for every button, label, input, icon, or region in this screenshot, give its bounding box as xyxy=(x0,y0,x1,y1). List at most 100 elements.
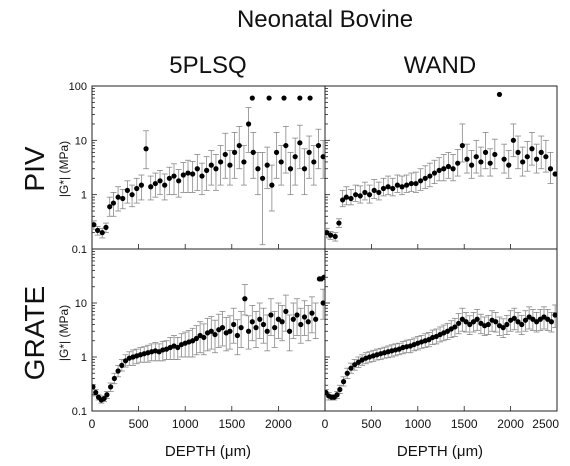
y-tick-labels: 0.1 1 10 100 1 10 0.1 xyxy=(69,81,87,418)
data-point xyxy=(337,386,343,393)
data-point xyxy=(511,315,517,321)
data-point xyxy=(257,316,263,322)
data-point xyxy=(459,142,465,149)
data-point xyxy=(500,325,506,331)
data-point xyxy=(231,321,237,328)
data-point xyxy=(115,194,121,200)
data-point xyxy=(279,319,285,325)
data-point xyxy=(436,167,442,173)
data-point xyxy=(301,166,308,172)
data-point xyxy=(180,172,186,178)
data-point xyxy=(548,319,555,325)
data-point xyxy=(162,182,168,188)
data-point xyxy=(259,175,266,181)
row-label-top: PIV xyxy=(19,146,50,191)
data-point xyxy=(264,328,270,334)
data-point xyxy=(459,316,465,322)
panels xyxy=(91,85,558,412)
data-point xyxy=(111,375,117,382)
data-point xyxy=(380,185,387,192)
data-point xyxy=(467,321,473,328)
data-point xyxy=(108,384,114,390)
data-point xyxy=(478,159,484,165)
data-point xyxy=(413,180,419,187)
data-point xyxy=(176,178,182,184)
data-point xyxy=(482,149,489,155)
data-point xyxy=(501,156,507,162)
data-point xyxy=(552,171,557,177)
data-point xyxy=(134,185,140,192)
data-point xyxy=(336,220,342,226)
data-point xyxy=(227,328,233,334)
data-point xyxy=(522,317,529,323)
data-point xyxy=(493,319,499,325)
x-tick-label: 1000 xyxy=(404,417,431,431)
data-point xyxy=(103,224,109,230)
data-point xyxy=(385,184,391,190)
data-point xyxy=(268,312,274,318)
outlier-point xyxy=(321,274,325,280)
data-point xyxy=(510,137,516,143)
data-point xyxy=(213,166,219,172)
data-point xyxy=(104,392,110,398)
data-point xyxy=(515,149,521,155)
data-point xyxy=(273,149,280,155)
data-point xyxy=(301,314,308,320)
data-point xyxy=(474,316,480,322)
data-point xyxy=(487,160,493,166)
data-point xyxy=(332,233,338,240)
data-point xyxy=(193,335,199,342)
data-layer xyxy=(92,274,325,404)
data-point xyxy=(231,149,238,155)
data-point xyxy=(456,320,462,326)
y-tick-label: 100 xyxy=(69,81,87,93)
data-point xyxy=(469,162,475,168)
y-tick-label: 10 xyxy=(75,135,87,147)
data-point xyxy=(253,325,259,331)
data-point xyxy=(417,178,424,184)
data-point xyxy=(245,328,252,334)
data-point xyxy=(538,149,544,155)
data-point xyxy=(530,316,536,322)
data-point xyxy=(394,182,400,188)
outlier-point xyxy=(297,95,303,101)
data-point xyxy=(519,321,525,328)
data-point xyxy=(92,222,97,228)
data-point xyxy=(227,162,233,168)
data-point xyxy=(422,175,428,181)
y-tick-label: 0.1 xyxy=(72,244,87,256)
data-point xyxy=(366,192,373,198)
data-point xyxy=(427,173,433,179)
data-point xyxy=(313,316,319,322)
data-point xyxy=(352,362,358,368)
x-tick-label: 1000 xyxy=(172,417,199,431)
data-point xyxy=(327,232,334,238)
data-point xyxy=(272,325,278,331)
data-point xyxy=(190,171,196,177)
data-point xyxy=(124,187,131,193)
outlier-point xyxy=(307,95,313,101)
data-point xyxy=(334,392,340,398)
column-label-right: WAND xyxy=(404,52,476,79)
data-point xyxy=(504,321,510,328)
data-point xyxy=(348,365,354,371)
data-point xyxy=(305,319,311,325)
data-point xyxy=(450,166,456,172)
data-point xyxy=(93,389,99,396)
data-point xyxy=(148,184,154,190)
ylabel-bottom: |G*| (MPa) xyxy=(57,305,71,361)
data-point xyxy=(236,142,242,149)
row-label-bottom: GRATE xyxy=(19,286,50,380)
data-point xyxy=(152,180,158,187)
data-point xyxy=(101,395,107,402)
data-point xyxy=(506,162,512,168)
data-point xyxy=(441,166,447,172)
xlabel-right: DEPTH (μm) xyxy=(397,443,483,460)
data-point xyxy=(343,194,349,200)
data-point xyxy=(99,230,105,236)
data-point xyxy=(249,319,255,325)
data-point xyxy=(201,334,207,341)
data-point xyxy=(185,170,191,176)
data-point xyxy=(311,159,317,165)
